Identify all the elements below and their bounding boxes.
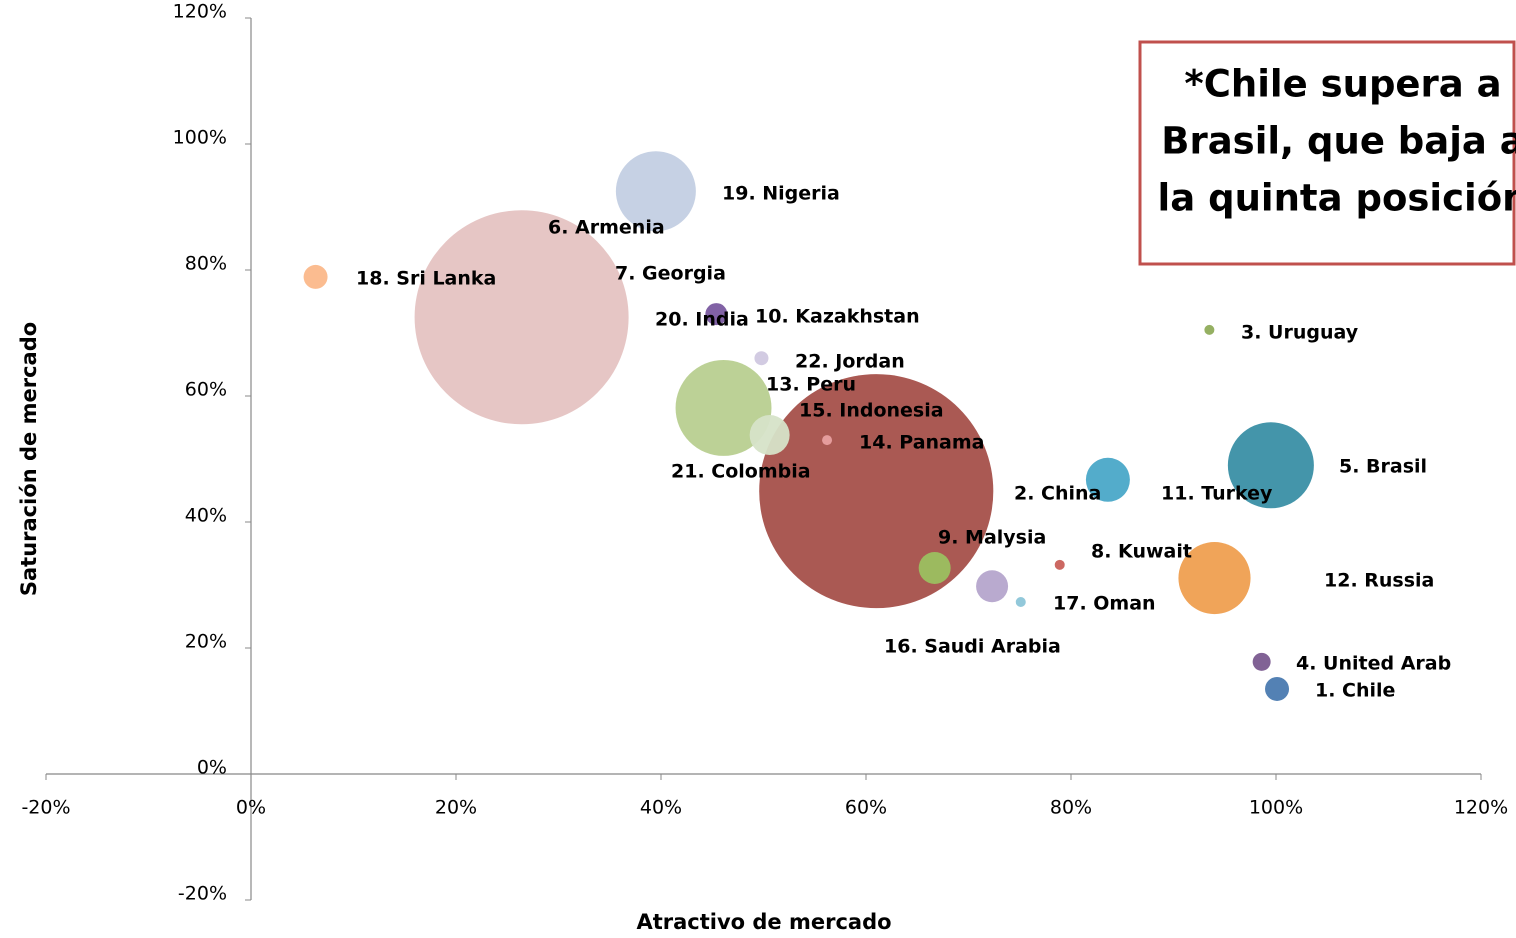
data-label: 13. Peru: [766, 374, 856, 396]
y-tick-label: 100%: [173, 127, 227, 149]
data-label: 14. Panama: [859, 432, 984, 454]
data-label: 2. China: [1014, 483, 1101, 505]
x-tick-label: 40%: [640, 797, 682, 819]
bubble: [1085, 457, 1130, 502]
bubble: [414, 210, 629, 425]
annotation-box: [1138, 40, 1516, 266]
y-tick-label: 80%: [185, 253, 227, 275]
x-axis-title: Atractivo de mercado: [636, 910, 891, 934]
bubble: [918, 551, 951, 584]
data-label: 21. Colombia: [671, 461, 811, 483]
x-tick-label: 0%: [236, 797, 266, 819]
bubble: [705, 303, 728, 326]
x-tick-label: -20%: [21, 797, 70, 819]
bubble: [754, 351, 769, 366]
bubble: [303, 264, 328, 289]
data-label: 12. Russia: [1324, 570, 1434, 592]
x-tick-label: 80%: [1050, 797, 1092, 819]
y-tick-label: 0%: [197, 757, 227, 779]
bubble: [675, 360, 772, 456]
data-label: 22. Jordan: [795, 351, 905, 373]
x-tick-label: 60%: [845, 797, 887, 819]
data-label: 18. Sri Lanka: [356, 268, 496, 290]
bubble: [759, 374, 994, 609]
x-tick-label: 100%: [1249, 797, 1303, 819]
data-label: 5. Brasil: [1339, 456, 1427, 478]
data-label: 4. United Arab: [1296, 653, 1451, 675]
data-label: 16. Saudi Arabia: [884, 636, 1061, 658]
y-tick-label: 120%: [173, 1, 227, 23]
bubble: [1265, 676, 1290, 701]
annotation-text: Brasil, que baja a: [1161, 120, 1516, 163]
annotation-text: *Chile supera a: [1184, 63, 1501, 106]
bubble: [1178, 542, 1251, 615]
data-label: 10. Kazakhstan: [755, 306, 920, 328]
bubble: [976, 570, 1009, 603]
data-label: 8. Kuwait: [1091, 541, 1192, 563]
bubble: [1204, 324, 1215, 335]
data-label: 1. Chile: [1315, 680, 1395, 702]
data-label: 7. Georgia: [615, 263, 726, 285]
data-label: 20. India: [655, 309, 749, 331]
bubble: [1054, 559, 1065, 570]
bubble: [1227, 422, 1314, 509]
data-label: 15. Indonesia: [799, 400, 944, 422]
x-tick-label: 20%: [435, 797, 477, 819]
data-label: 9. Malysia: [938, 527, 1046, 549]
data-label: 19. Nigeria: [722, 183, 840, 205]
y-tick-label: 40%: [185, 505, 227, 527]
data-label: 11. Turkey: [1161, 483, 1273, 505]
data-label: 17. Oman: [1053, 593, 1156, 615]
data-label: 3. Uruguay: [1241, 322, 1359, 344]
annotation-text: la quinta posición: [1158, 177, 1516, 220]
bubble: [749, 415, 790, 456]
y-tick-label: -20%: [178, 883, 227, 905]
x-tick-label: 120%: [1454, 797, 1508, 819]
y-axis-title: Saturación de mercado: [17, 322, 41, 596]
y-tick-label: 20%: [185, 631, 227, 653]
bubble: [1252, 652, 1271, 671]
bubble: [822, 435, 833, 446]
y-tick-label: 60%: [185, 379, 227, 401]
data-label: 6. Armenia: [548, 217, 665, 239]
bubble: [615, 151, 696, 232]
bubble: [1015, 597, 1026, 608]
